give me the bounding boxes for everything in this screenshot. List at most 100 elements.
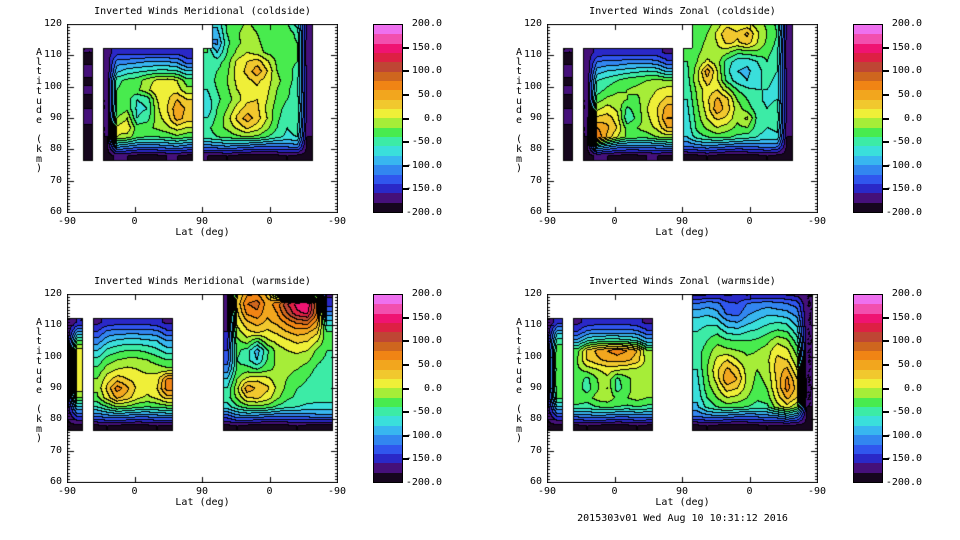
y-tick-label: 110 bbox=[43, 319, 62, 331]
y-tick-label: 60 bbox=[529, 206, 542, 217]
y-axis-label: A l t i t u d e ( k m ) bbox=[35, 47, 43, 175]
contour-plot-zonal-warmside bbox=[547, 294, 818, 483]
colorbar-segment bbox=[854, 463, 882, 473]
colorbar-segment bbox=[374, 90, 402, 100]
colorbar-segment bbox=[854, 397, 882, 408]
colorbar-tick bbox=[403, 164, 409, 167]
y-tick-label: 90 bbox=[529, 382, 542, 393]
colorbar-segment bbox=[374, 416, 402, 426]
colorbar-segment bbox=[854, 295, 882, 305]
x-tick-label: 0 bbox=[746, 216, 753, 227]
colorbar-tick-label: -150.0 bbox=[405, 183, 442, 195]
y-tick-label: 80 bbox=[529, 413, 542, 425]
colorbar-segment bbox=[374, 369, 402, 380]
colorbar-segment bbox=[374, 165, 402, 175]
colorbar-tick bbox=[883, 340, 889, 343]
colorbar-segment bbox=[854, 332, 882, 342]
y-tick-label: 110 bbox=[43, 49, 62, 61]
x-tick-label: -90 bbox=[327, 486, 347, 497]
x-tick-label: 90 bbox=[675, 486, 689, 497]
x-axis-label: Lat (deg) bbox=[655, 497, 710, 508]
colorbar-tick-label: 0.0 bbox=[903, 382, 922, 394]
x-tick-label: 0 bbox=[266, 216, 273, 227]
colorbar-tick bbox=[403, 411, 409, 414]
x-tick-label: -90 bbox=[537, 216, 557, 227]
colorbar-tick bbox=[403, 363, 409, 366]
colorbar-segment bbox=[854, 174, 882, 184]
colorbar-tick bbox=[403, 434, 409, 437]
colorbar-segment bbox=[374, 193, 402, 203]
contour-plot-meridional-coldside bbox=[67, 24, 338, 213]
y-tick-label: 110 bbox=[523, 49, 542, 61]
colorbar-segment bbox=[374, 43, 402, 54]
y-tick-label: 60 bbox=[49, 206, 62, 217]
colorbar-tick bbox=[883, 164, 889, 167]
panel-title: Inverted Winds Zonal (coldside) bbox=[589, 6, 776, 17]
colorbar-segment bbox=[374, 341, 402, 352]
colorbar-segment bbox=[854, 444, 882, 454]
colorbar-tick bbox=[403, 188, 409, 191]
colorbar-tick-label: 50.0 bbox=[897, 358, 922, 370]
colorbar bbox=[853, 24, 883, 213]
colorbar-segment bbox=[374, 25, 402, 35]
colorbar-segment bbox=[854, 53, 882, 63]
colorbar-segment bbox=[854, 25, 882, 35]
colorbar-segment bbox=[854, 90, 882, 100]
colorbar-segment bbox=[374, 127, 402, 138]
colorbar-tick bbox=[883, 363, 889, 366]
colorbar-segment bbox=[854, 313, 882, 324]
colorbar-tick bbox=[403, 387, 409, 390]
colorbar-tick bbox=[403, 458, 409, 461]
colorbar-tick-label: -150.0 bbox=[885, 183, 922, 195]
y-tick-label: 80 bbox=[49, 143, 62, 155]
x-tick-label: 90 bbox=[195, 486, 209, 497]
colorbar-segment bbox=[374, 109, 402, 119]
contour-plot-meridional-warmside bbox=[67, 294, 338, 483]
colorbar-segment bbox=[374, 379, 402, 389]
colorbar-segment bbox=[854, 472, 882, 482]
contour-plot-zonal-coldside bbox=[547, 24, 818, 213]
colorbar-segment bbox=[854, 71, 882, 82]
colorbar-segment bbox=[374, 453, 402, 464]
x-tick-label: -90 bbox=[57, 486, 77, 497]
panel-title: Inverted Winds Meridional (coldside) bbox=[94, 6, 311, 17]
colorbar-segment bbox=[854, 425, 882, 436]
colorbar-segment bbox=[854, 379, 882, 389]
panel-zonal-warmside: Inverted Winds Zonal (warmside) Lat (deg… bbox=[480, 270, 960, 540]
colorbar-tick bbox=[883, 434, 889, 437]
colorbar-segment bbox=[374, 360, 402, 370]
colorbar-segment bbox=[374, 407, 402, 417]
x-axis-label: Lat (deg) bbox=[655, 227, 710, 238]
colorbar-segment bbox=[854, 341, 882, 352]
colorbar-tick-label: -100.0 bbox=[405, 429, 442, 441]
colorbar-tick bbox=[883, 117, 889, 120]
colorbar-tick-label: 200.0 bbox=[891, 18, 922, 29]
colorbar-segment bbox=[854, 165, 882, 175]
y-tick-label: 60 bbox=[49, 476, 62, 487]
colorbar-segment bbox=[854, 109, 882, 119]
colorbar-segment bbox=[854, 304, 882, 314]
y-tick-label: 120 bbox=[43, 18, 62, 29]
colorbar-tick-label: 100.0 bbox=[891, 65, 922, 77]
colorbar-segment bbox=[374, 435, 402, 445]
y-tick-label: 120 bbox=[523, 288, 542, 299]
colorbar-tick bbox=[403, 316, 409, 319]
y-tick-label: 120 bbox=[523, 18, 542, 29]
y-tick-label: 110 bbox=[523, 319, 542, 331]
y-tick-label: 70 bbox=[529, 174, 542, 186]
colorbar-tick bbox=[883, 387, 889, 390]
panel-zonal-coldside: Inverted Winds Zonal (coldside) Lat (deg… bbox=[480, 0, 960, 270]
colorbar-tick-label: -50.0 bbox=[411, 406, 442, 418]
x-axis-label: Lat (deg) bbox=[175, 227, 230, 238]
colorbar-segment bbox=[854, 193, 882, 203]
colorbar-tick-label: 200.0 bbox=[411, 18, 442, 29]
colorbar-segment bbox=[374, 137, 402, 147]
colorbar-tick bbox=[883, 188, 889, 191]
colorbar-tick-label: -100.0 bbox=[405, 159, 442, 171]
y-axis-label: A l t i t u d e ( k m ) bbox=[35, 317, 43, 445]
x-tick-label: -90 bbox=[57, 216, 77, 227]
panel-title: Inverted Winds Zonal (warmside) bbox=[589, 276, 776, 287]
colorbar-segment bbox=[374, 155, 402, 166]
colorbar-tick-label: -50.0 bbox=[411, 136, 442, 148]
